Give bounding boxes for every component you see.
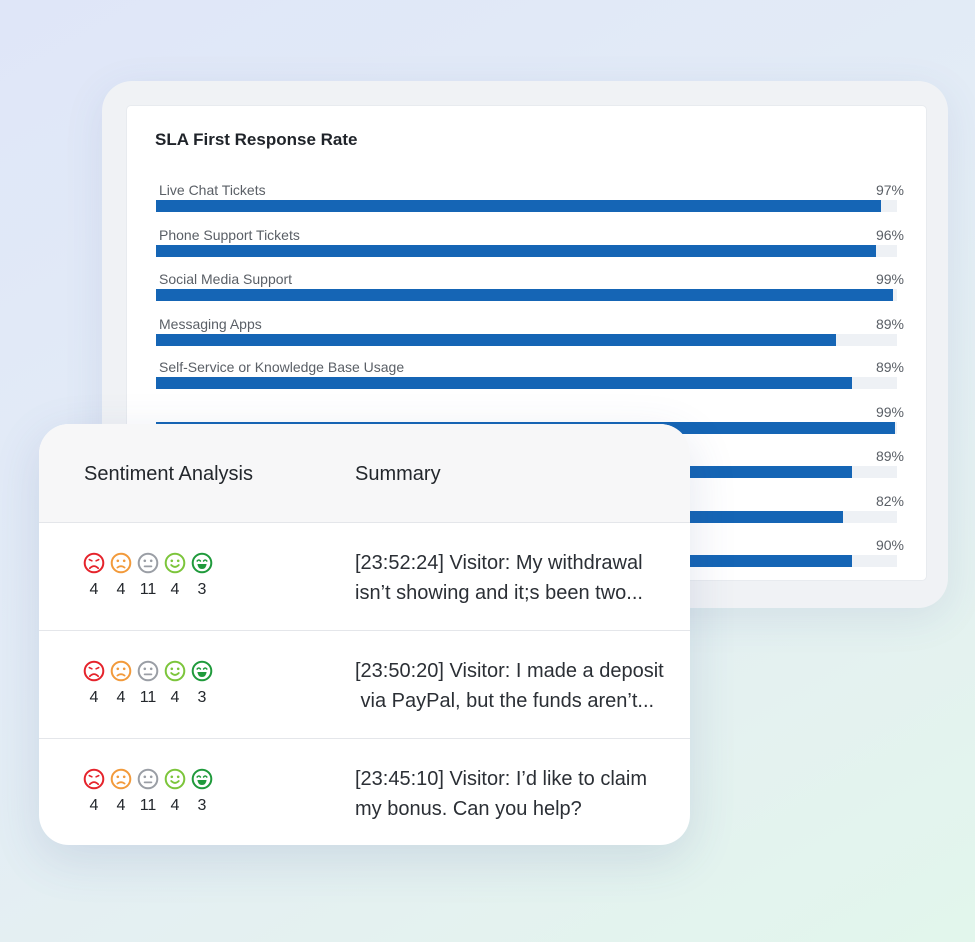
negative-face-icon [108, 768, 134, 790]
sentiment-score: 4 [162, 660, 188, 707]
sentiment-score: 11 [135, 552, 161, 599]
table-row[interactable]: 4 4 11 4 3 [23:45:10] Visitor: I’d like to cl… [39, 739, 690, 845]
sentiment-score: 4 [162, 768, 188, 815]
bar-label: Live Chat Tickets [159, 182, 266, 198]
neutral-face-icon [135, 552, 161, 574]
sentiment-count: 4 [116, 797, 126, 814]
sentiment-score: 4 [81, 768, 107, 815]
sla-bar-row: Social Media Support 99% [156, 271, 905, 301]
very-positive-face-icon [189, 552, 215, 574]
sentiment-count: 4 [170, 689, 180, 706]
sentiment-score: 4 [108, 768, 134, 815]
table-row[interactable]: 4 4 11 4 3 [23:50:20] Visitor: I made a depos… [39, 631, 690, 739]
sentiment-score: 4 [81, 552, 107, 599]
bar-track [156, 289, 897, 301]
very-positive-face-icon [189, 660, 215, 682]
positive-face-icon [162, 552, 188, 574]
bar-value: 89% [875, 359, 904, 375]
bar-track [156, 245, 897, 257]
sentiment-card: Sentiment Analysis Summary 4 4 11 4 3 [23:52:… [39, 424, 690, 845]
bar-track [156, 200, 897, 212]
bar-label: Phone Support Tickets [159, 227, 300, 243]
bar-value: 89% [875, 316, 904, 332]
sentiment-score: 3 [189, 660, 215, 707]
negative-face-icon [108, 552, 134, 574]
conversation-summary: [23:52:24] Visitor: My withdrawal isn’t … [355, 552, 643, 604]
sentiment-count: 4 [116, 581, 126, 598]
sentiment-count: 4 [89, 797, 99, 814]
sla-bar-row: Messaging Apps 89% [156, 316, 905, 346]
sentiment-count: 4 [170, 797, 180, 814]
neutral-face-icon [135, 768, 161, 790]
bar-value: 82% [875, 493, 904, 509]
bar-value: 97% [875, 182, 904, 198]
sentiment-column-header: Sentiment Analysis [84, 463, 253, 485]
positive-face-icon [162, 660, 188, 682]
sentiment-count: 3 [197, 797, 207, 814]
bar-fill [156, 200, 881, 212]
sentiment-score: 11 [135, 768, 161, 815]
table-row[interactable]: 4 4 11 4 3 [23:52:24] Visitor: My withdrawal … [39, 523, 690, 631]
bar-track [156, 334, 897, 346]
very-negative-face-icon [81, 660, 107, 682]
bar-label: Messaging Apps [159, 316, 262, 332]
sla-bar-row: Self-Service or Knowledge Base Usage 89% [156, 359, 905, 389]
bar-label: Self-Service or Knowledge Base Usage [159, 359, 405, 375]
table-header: Sentiment Analysis Summary [39, 424, 690, 523]
sla-bar-row: Phone Support Tickets 96% [156, 227, 905, 257]
sentiment-score: 4 [108, 552, 134, 599]
bar-value: 89% [875, 448, 904, 464]
bar-value: 90% [875, 537, 904, 553]
very-negative-face-icon [81, 768, 107, 790]
very-negative-face-icon [81, 552, 107, 574]
summary-column-header: Summary [355, 463, 441, 485]
positive-face-icon [162, 768, 188, 790]
sentiment-count: 11 [139, 797, 157, 814]
bar-value: 99% [875, 404, 904, 420]
sentiment-count: 4 [89, 689, 99, 706]
sentiment-score: 4 [81, 660, 107, 707]
very-positive-face-icon [189, 768, 215, 790]
bar-value: 99% [875, 271, 904, 287]
sentiment-count: 4 [89, 581, 99, 598]
conversation-summary: [23:45:10] Visitor: I’d like to claim my… [355, 768, 647, 820]
bar-fill [156, 377, 852, 389]
bar-fill [156, 289, 893, 301]
sentiment-score: 11 [135, 660, 161, 707]
sentiment-score: 3 [189, 768, 215, 815]
sentiment-score: 4 [162, 552, 188, 599]
sentiment-count: 4 [116, 689, 126, 706]
bar-label: Social Media Support [159, 271, 293, 287]
bar-value: 96% [875, 227, 904, 243]
neutral-face-icon [135, 660, 161, 682]
sla-bar-row: Live Chat Tickets 97% [156, 182, 905, 212]
sla-title: SLA First Response Rate [155, 130, 358, 149]
bar-track [156, 377, 897, 389]
conversation-summary: [23:50:20] Visitor: I made a deposit via… [355, 660, 664, 712]
bar-fill [156, 334, 836, 346]
sentiment-score: 4 [108, 660, 134, 707]
negative-face-icon [108, 660, 134, 682]
sentiment-count: 11 [139, 689, 157, 706]
sentiment-count: 3 [197, 689, 207, 706]
sentiment-count: 4 [170, 581, 180, 598]
sentiment-count: 3 [197, 581, 207, 598]
bar-fill [156, 245, 877, 257]
sentiment-count: 11 [139, 581, 157, 598]
sentiment-score: 3 [189, 552, 215, 599]
